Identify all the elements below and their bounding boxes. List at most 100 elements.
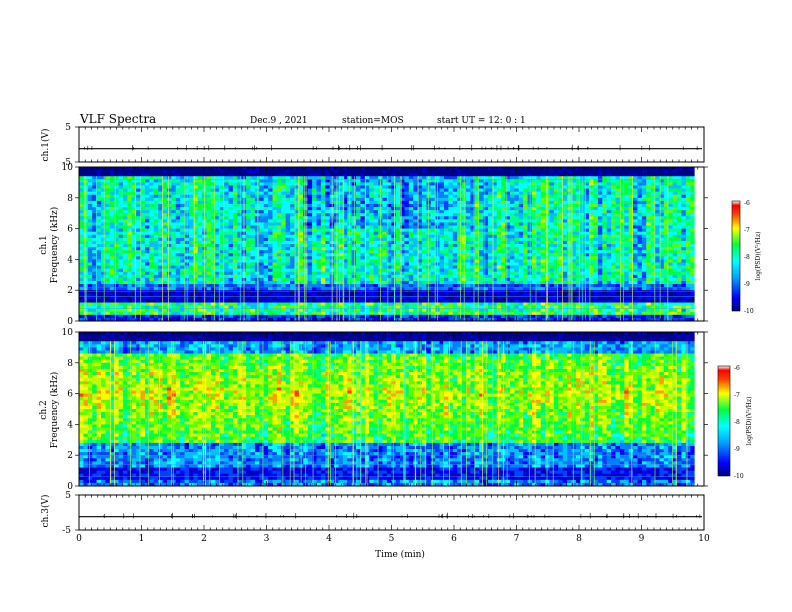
ch1-spectrogram-cell [290,259,295,263]
ch1-spectrogram-cell [470,250,476,254]
ch1-spectrogram-cell [400,167,405,171]
ch1-spectrogram-cell [351,179,357,183]
ch1-spectrogram-cell [439,219,445,223]
ch1-spectrogram-cell [228,268,234,273]
ch1-spectrogram-cell [127,240,133,245]
ch1-spectrogram-cell [531,173,537,177]
ch1-spectrogram-cell [386,179,392,183]
ch1-spectrogram-cell [470,253,476,257]
ch1-spectrogram-cell [584,222,590,226]
ch1-spectrogram-cell [281,262,287,266]
ch1-spectrogram-cell [479,194,484,199]
ch1-spectrogram-cell [615,179,621,183]
ch1-spectrogram-cell [677,250,682,254]
ch1-spectrogram-cell [417,268,423,273]
ch1-spectrogram-cell [127,210,133,214]
ch1-spectrogram-cell [593,213,599,217]
ch1-spectrogram-cell [589,200,594,205]
ch1-spectrogram-cell [589,222,594,226]
ch1-spectrogram-cell [219,228,225,233]
ch1-spectrogram-cell [263,265,269,270]
ch1-spectrogram-cell [395,256,401,260]
ch1-spectrogram-cell [140,244,146,248]
ch1-spectrogram-cell [553,253,559,257]
ch1-spectrogram-cell [312,194,317,199]
ch1-spectrogram-cell [166,200,172,205]
ch1-spectrogram-cell [175,256,181,260]
ch1-spectrogram-cell [386,200,392,205]
ch1-spectrogram-cell [250,237,256,242]
ch1-spectrogram-cell [501,222,506,226]
ch1-spectrogram-cell [188,197,194,202]
ch1-spectrogram-cell [298,247,304,251]
ch1-spectrogram-cell [364,262,370,266]
ch1-spectrogram-cell [281,191,287,196]
ch1-spectrogram-cell [237,222,243,226]
ch1-spectrogram-cell [259,210,265,214]
ch1-spectrogram-cell [571,216,577,220]
ch1-spectrogram-cell [580,228,586,233]
ch1-spectrogram-cell [263,185,269,189]
ch1-spectrogram-cell [404,219,410,223]
ch1-spectrogram-cell [641,253,647,257]
ch1-spectrogram-cell [602,231,608,236]
ch1-spectrogram-cell [558,179,564,183]
ch1-spectrogram-cell [584,194,590,199]
ch1-spectrogram-cell [131,247,137,251]
ch1-spectrogram-cell [672,259,678,263]
ch1-spectrogram-cell [294,262,300,266]
ch1-spectrogram-cell [136,216,141,220]
ch1-spectrogram-cell [100,268,106,273]
ch1-spectrogram-cell [663,265,669,270]
ch1-spectrogram-cell [360,250,366,254]
ch1-spectrogram-cell [619,231,625,236]
ch1-spectrogram-cell [633,259,638,263]
ch1-spectrogram-cell [276,250,282,254]
ch1-spectrogram-cell [158,265,163,270]
ch1-spectrogram-cell [175,253,181,257]
ch1-spectrogram-cell [351,185,357,189]
ch1-spectrogram-cell [298,231,304,236]
ch1-spectrogram-cell [197,197,203,202]
ch1-spectrogram-cell [96,259,102,263]
ch1-spectrogram-cell [386,219,392,223]
ch1-spectrogram-cell [523,259,528,263]
ch1-spectrogram-cell [400,191,405,196]
ch1-spectrogram-cell [650,203,656,208]
ch1-spectrogram-cell [193,247,199,251]
ch1-spectrogram-cell [224,197,229,202]
ch1-spectrogram-cell [597,216,603,220]
ch1-spectrogram-cell [509,194,515,199]
ch1-spectrogram-cell [501,173,506,177]
ch1-spectrogram-cell [474,268,480,273]
ch1-spectrogram-cell [351,240,357,245]
ch1-spectrogram-cell [290,213,295,217]
ch1-spectrogram-cell [479,262,484,266]
ch1-spectrogram-cell [334,265,339,270]
ch1-spectrogram-cell [611,244,616,248]
ch1-spectrogram-cell [285,259,291,263]
ch1-spectrogram-cell [206,185,212,189]
ch1-spectrogram-cell [430,203,436,208]
ch1-spectrogram-cell [215,188,221,193]
ch1-spectrogram-cell [153,225,159,229]
ch1-spectrogram-cell [624,176,630,180]
ch1-spectrogram-cell [452,219,458,223]
ch1-spectrogram-cell [549,191,555,196]
ch1-waveform-frame [78,126,705,163]
ch1-spectrogram-cell [131,188,137,193]
ch1-spectrogram-cell [246,247,251,251]
ch1-spectrogram-cell [536,203,542,208]
ch1-spectrogram-cell [369,240,375,245]
ch1-spectrogram-cell [215,173,221,177]
ch1-spectrogram-cell [158,237,163,242]
ch1-spectrogram-cell [100,173,106,177]
ch1-spectrogram-cell [378,173,383,177]
ch1-spectrogram-cell [619,256,625,260]
ch1-spectrogram-cell [531,244,537,248]
ch1-spectrogram-cell [307,231,313,236]
ch1-spectrogram-cell [672,219,678,223]
ch1-spectrogram-cell [294,185,300,189]
ch1-spectrogram-cell [193,170,199,174]
ch1-spectrogram-cell [298,228,304,233]
